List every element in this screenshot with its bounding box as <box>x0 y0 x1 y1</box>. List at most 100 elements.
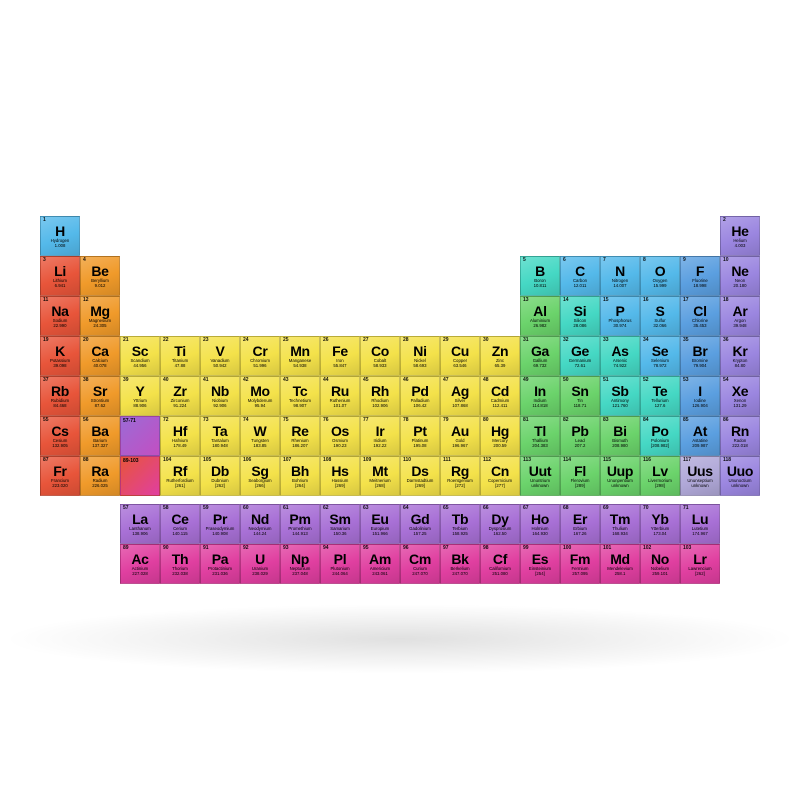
lanthanide-marker-label: 57-71 <box>121 417 138 426</box>
element-Ga: 31GaGallium69.732 <box>520 336 560 376</box>
element-At: 85AtAstatine209.987 <box>680 416 720 456</box>
atomic-number: 53 <box>683 378 689 383</box>
element-K: 19KPotassium39.098 <box>40 336 80 376</box>
atomic-number: 27 <box>363 338 369 343</box>
atomic-number: 48 <box>483 378 489 383</box>
atomic-mass: 204.383 <box>532 444 548 448</box>
element-Re: 75ReRhenium186.207 <box>280 416 320 456</box>
atomic-number: 28 <box>403 338 409 343</box>
element-symbol: Ce <box>171 512 188 526</box>
element-symbol: Cm <box>409 552 431 566</box>
atomic-number: 61 <box>283 506 289 511</box>
element-symbol: Rn <box>731 424 749 438</box>
atomic-mass: 190.23 <box>333 444 346 448</box>
atomic-mass: [298] <box>655 484 665 488</box>
atomic-mass: 95.94 <box>255 404 266 408</box>
atomic-number: 39 <box>123 378 129 383</box>
atomic-number: 111 <box>443 458 451 463</box>
atomic-number: 114 <box>563 458 571 463</box>
atomic-mass: [272] <box>455 484 465 488</box>
atomic-number: 6 <box>563 258 566 263</box>
element-Hs: 108HsHassium[269] <box>320 456 360 496</box>
element-Pa: 91PaProtactinium231.036 <box>200 544 240 584</box>
atomic-mass: 69.732 <box>533 364 546 368</box>
element-symbol: F <box>696 264 704 278</box>
atomic-mass: 178.49 <box>173 444 186 448</box>
element-Uut: 113UutUnuntriumunknown <box>520 456 560 496</box>
atomic-number: 109 <box>363 458 371 463</box>
atomic-mass: 238.029 <box>252 572 268 576</box>
element-symbol: Re <box>291 424 308 438</box>
atomic-mass: 258.1 <box>615 572 626 576</box>
atomic-number: 14 <box>563 298 569 303</box>
atomic-mass: 226.025 <box>92 484 108 488</box>
element-Sr: 38SrStrontium87.62 <box>80 376 120 416</box>
atomic-number: 102 <box>643 546 651 551</box>
atomic-number: 81 <box>523 418 529 423</box>
atomic-mass: 87.62 <box>95 404 106 408</box>
atomic-mass: [262] <box>215 484 225 488</box>
element-Pl: 94PlPlutonium244.064 <box>320 544 360 584</box>
element-symbol: Po <box>651 424 668 438</box>
element-U: 92UUranium238.029 <box>240 544 280 584</box>
element-Te: 52TeTellurium127.6 <box>640 376 680 416</box>
element-symbol: Ga <box>531 344 549 358</box>
element-symbol: Hs <box>331 464 348 478</box>
element-symbol: Hf <box>173 424 187 438</box>
atomic-mass: 114.818 <box>532 404 547 408</box>
atomic-number: 95 <box>363 546 369 551</box>
atomic-number: 30 <box>483 338 489 343</box>
element-symbol: Be <box>91 264 108 278</box>
atomic-number: 105 <box>203 458 211 463</box>
atomic-number: 88 <box>83 458 89 463</box>
element-symbol: Cn <box>491 464 509 478</box>
atomic-number: 97 <box>443 546 449 551</box>
element-Mo: 42MoMolybdenum95.94 <box>240 376 280 416</box>
atomic-mass: 118.71 <box>574 404 587 408</box>
element-symbol: Ir <box>376 424 385 438</box>
element-symbol: Os <box>331 424 349 438</box>
atomic-mass: 98.907 <box>293 404 306 408</box>
atomic-mass: 10.811 <box>534 284 547 288</box>
element-symbol: Ne <box>731 264 748 278</box>
atomic-number: 92 <box>243 546 249 551</box>
atomic-number: 110 <box>403 458 411 463</box>
element-symbol: I <box>698 384 702 398</box>
atomic-number: 72 <box>163 418 169 423</box>
element-Tm: 69TmThulium168.934 <box>600 504 640 544</box>
atomic-number: 91 <box>203 546 209 551</box>
atomic-mass: 173.04 <box>653 532 666 536</box>
element-symbol: Lr <box>693 552 706 566</box>
atomic-number: 98 <box>483 546 489 551</box>
element-symbol: Rg <box>451 464 469 478</box>
atomic-mass: 9.012 <box>95 284 106 288</box>
atomic-number: 29 <box>443 338 449 343</box>
atomic-number: 65 <box>443 506 449 511</box>
element-symbol: Tc <box>293 384 308 398</box>
atomic-number: 118 <box>723 458 731 463</box>
element-symbol: B <box>535 264 545 278</box>
element-symbol: Mg <box>90 304 110 318</box>
element-V: 23VVanadium50.942 <box>200 336 240 376</box>
atomic-mass: 244.064 <box>332 572 348 576</box>
element-symbol: Ti <box>174 344 186 358</box>
element-symbol: Pd <box>411 384 428 398</box>
atomic-mass: 35.453 <box>693 324 706 328</box>
atomic-number: 1 <box>43 218 46 223</box>
atomic-number: 104 <box>163 458 171 463</box>
atomic-number: 85 <box>683 418 689 423</box>
element-As: 33AsArsenic74.922 <box>600 336 640 376</box>
atomic-number: 100 <box>563 546 571 551</box>
element-symbol: Rf <box>173 464 187 478</box>
element-symbol: Xe <box>732 384 749 398</box>
element-symbol: Te <box>653 384 668 398</box>
element-symbol: W <box>254 424 267 438</box>
atomic-mass: 58.693 <box>413 364 426 368</box>
atomic-mass: 164.930 <box>532 532 548 536</box>
atomic-mass: 140.908 <box>212 532 228 536</box>
element-symbol: Zr <box>173 384 186 398</box>
atomic-number: 68 <box>563 506 569 511</box>
element-symbol: K <box>55 344 65 358</box>
element-Co: 27CoCobalt58.933 <box>360 336 400 376</box>
main-grid: 1HHydrogen1.0082HeHelium4.0033LiLithium6… <box>40 216 760 496</box>
